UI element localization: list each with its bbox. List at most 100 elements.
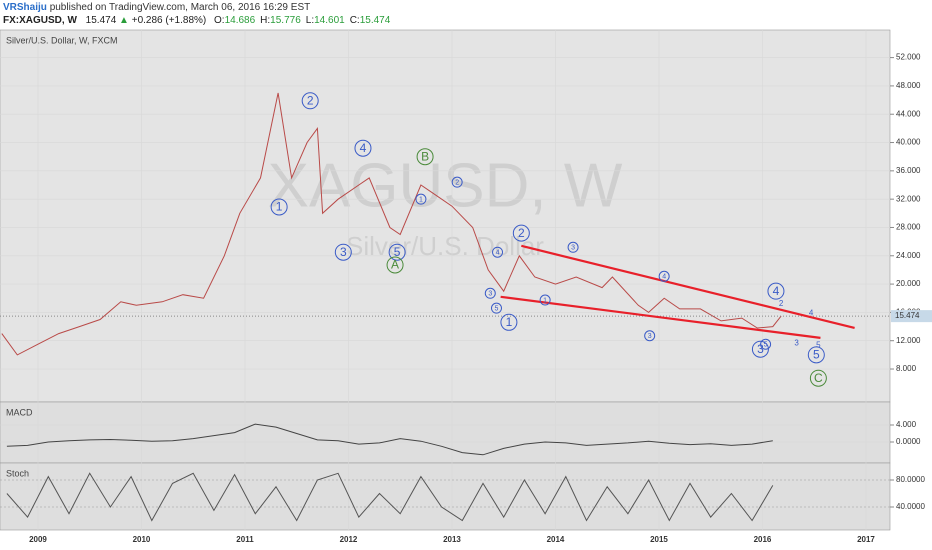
trendline bbox=[500, 295, 821, 339]
wave-label: 1 bbox=[276, 200, 283, 214]
quote-label: H: bbox=[260, 15, 271, 26]
x-tick-label: 2017 bbox=[857, 535, 875, 544]
wave-label: 4 bbox=[360, 141, 367, 155]
wave-circle bbox=[809, 369, 827, 387]
up-arrow: ▲ bbox=[119, 15, 129, 26]
y-tick-label: 40.0000 bbox=[896, 502, 925, 511]
wave-label: A bbox=[391, 258, 399, 272]
wave-circle bbox=[415, 193, 427, 205]
wave-circle bbox=[270, 198, 288, 216]
last-price: 15.474 bbox=[85, 15, 117, 26]
wave-label: 5 bbox=[495, 305, 499, 312]
header-line-2: FX:XAGUSD, W 15.474 ▲ +0.286 (+1.88%) O:… bbox=[3, 15, 390, 26]
x-tick-label: 2012 bbox=[340, 535, 358, 544]
wave-label: 5 bbox=[394, 245, 401, 259]
wave-label: 1 bbox=[506, 315, 513, 329]
y-tick-label: 24.000 bbox=[896, 251, 921, 260]
wave-circle bbox=[301, 92, 319, 110]
x-tick-label: 2011 bbox=[236, 535, 254, 544]
x-tick-label: 2009 bbox=[29, 535, 47, 544]
quote-label: O: bbox=[214, 15, 225, 26]
wave-label: 3 bbox=[794, 338, 799, 347]
author-link[interactable]: VRShaiju bbox=[3, 2, 47, 13]
x-tick-label: 2014 bbox=[547, 535, 565, 544]
wave-circle bbox=[451, 176, 463, 188]
wave-label: 4 bbox=[496, 250, 500, 257]
wave-label: 2 bbox=[518, 226, 525, 240]
wave-label: 2 bbox=[779, 299, 784, 308]
wave-label: 3 bbox=[488, 291, 492, 298]
wave-label: 3 bbox=[340, 245, 347, 259]
wave-label: 3 bbox=[648, 333, 652, 340]
y-tick-label: 0.0000 bbox=[896, 437, 921, 446]
y-tick-label: 44.000 bbox=[896, 109, 921, 118]
wave-label: 3 bbox=[757, 342, 764, 356]
y-tick-label: 12.000 bbox=[896, 336, 921, 345]
published-text: published on TradingView.com, March 06, … bbox=[49, 2, 311, 13]
wave-circle bbox=[567, 241, 579, 253]
panel-title: Stoch bbox=[6, 468, 29, 478]
wave-label: C bbox=[814, 371, 823, 385]
x-tick-label: 2015 bbox=[650, 535, 668, 544]
wave-circle bbox=[658, 270, 670, 282]
wave-label: 1 bbox=[419, 196, 423, 203]
x-tick-label: 2010 bbox=[133, 535, 151, 544]
wave-circle bbox=[760, 338, 772, 350]
wave-circle bbox=[388, 243, 406, 261]
y-tick-label: 80.0000 bbox=[896, 475, 925, 484]
y-tick-label: 8.000 bbox=[896, 364, 917, 373]
wave-label: 3 bbox=[571, 245, 575, 252]
wave-circle bbox=[492, 246, 504, 258]
panel-background bbox=[0, 29, 891, 403]
quote-value: 15.474 bbox=[359, 15, 391, 26]
wave-circle bbox=[484, 287, 496, 299]
x-tick-label: 2016 bbox=[754, 535, 772, 544]
macd-line bbox=[6, 423, 773, 456]
wave-label: 4 bbox=[809, 309, 814, 318]
wave-circle bbox=[334, 243, 352, 261]
wave-circle bbox=[767, 282, 785, 300]
y-tick-label: 32.000 bbox=[896, 194, 921, 203]
panel-background bbox=[0, 462, 891, 531]
last-price-label: 15.474 bbox=[895, 311, 920, 320]
wave-circle bbox=[539, 294, 551, 306]
wave-circle bbox=[512, 224, 530, 242]
wave-circle bbox=[807, 346, 825, 364]
watermark-subtitle: Silver/U.S. Dollar bbox=[346, 231, 544, 261]
wave-circle bbox=[416, 148, 434, 166]
quote-value: 14.601 bbox=[314, 15, 345, 26]
wave-label: B bbox=[421, 149, 429, 163]
panel-title: Silver/U.S. Dollar, W, FXCM bbox=[6, 35, 118, 45]
wave-circle bbox=[500, 313, 518, 331]
wave-label: 1 bbox=[543, 297, 547, 304]
wave-label: 4 bbox=[773, 284, 780, 298]
symbol: FX:XAGUSD, W bbox=[3, 15, 77, 26]
quote-value: 15.776 bbox=[270, 15, 301, 26]
wave-label: 5 bbox=[764, 342, 768, 349]
x-tick-label: 2013 bbox=[443, 535, 461, 544]
y-tick-label: 28.000 bbox=[896, 223, 921, 232]
wave-circle bbox=[354, 139, 372, 157]
wave-label: 5 bbox=[816, 341, 821, 350]
trendline bbox=[521, 244, 855, 330]
wave-label: 2 bbox=[455, 180, 459, 187]
y-tick-label: 36.000 bbox=[896, 166, 921, 175]
wave-circle bbox=[644, 330, 656, 342]
wave-circle bbox=[386, 256, 404, 274]
price-line bbox=[1, 92, 782, 356]
change: +0.286 (+1.88%) bbox=[131, 15, 207, 26]
header-line-1: VRShaiju published on TradingView.com, M… bbox=[3, 2, 310, 13]
quote-label: L: bbox=[305, 15, 315, 26]
wave-circle bbox=[751, 340, 769, 358]
wave-label: 2 bbox=[307, 93, 314, 107]
wave-label: 4 bbox=[662, 274, 666, 281]
panel-background bbox=[0, 401, 891, 464]
y-tick-label: 20.000 bbox=[896, 279, 921, 288]
panel-title: MACD bbox=[6, 407, 33, 417]
wave-circle bbox=[490, 302, 502, 314]
y-tick-label: 52.000 bbox=[896, 53, 921, 62]
y-tick-label: 4.000 bbox=[896, 420, 917, 429]
last-price-tag bbox=[891, 310, 932, 323]
